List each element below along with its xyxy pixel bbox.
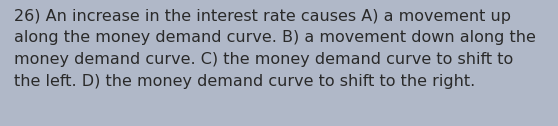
Text: 26) An increase in the interest rate causes A) a movement up
along the money dem: 26) An increase in the interest rate cau… (14, 9, 536, 89)
